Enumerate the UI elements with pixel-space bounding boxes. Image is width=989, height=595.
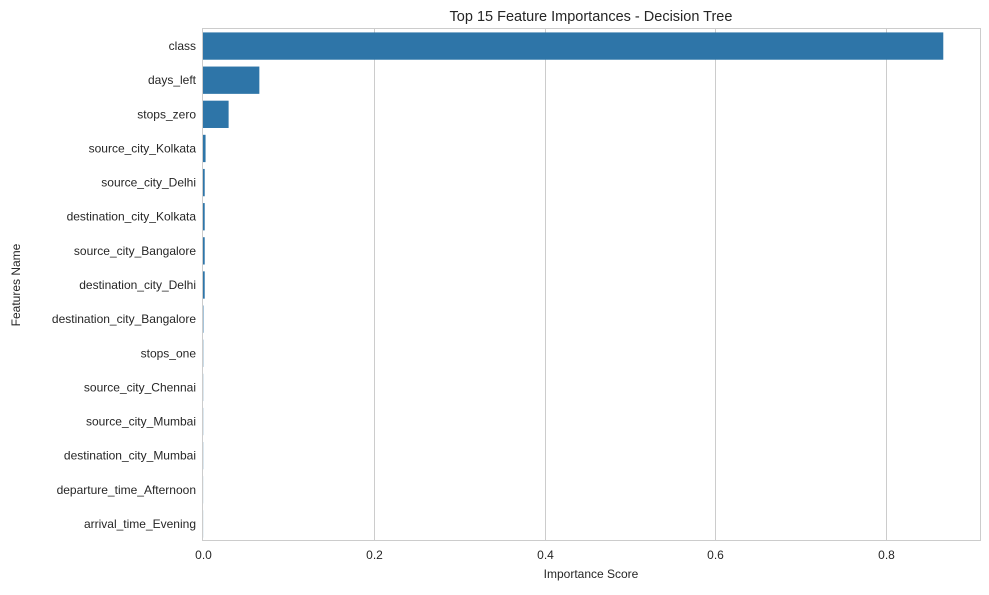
grid-lines — [375, 29, 887, 541]
x-tick-labels: 0.0 0.2 0.4 0.6 0.8 — [195, 548, 895, 562]
y-tick-label: source_city_Chennai — [84, 380, 196, 394]
y-tick-labels: class days_left stops_zero source_city_Kolk… — [52, 39, 197, 531]
y-tick-label: stops_one — [141, 346, 197, 360]
bars — [203, 32, 943, 537]
x-tick-label: 0.0 — [195, 548, 212, 562]
y-tick-label: stops_zero — [137, 107, 196, 121]
bar — [203, 67, 259, 94]
bar — [203, 169, 205, 196]
x-tick-label: 0.4 — [537, 548, 554, 562]
bar — [203, 101, 229, 128]
x-tick-label: 0.6 — [707, 548, 724, 562]
bar — [203, 203, 205, 230]
y-axis-label: Features Name — [9, 243, 23, 326]
x-axis-label: Importance Score — [544, 567, 639, 581]
chart-title: Top 15 Feature Importances - Decision Tr… — [450, 9, 733, 25]
bar — [203, 32, 943, 59]
y-tick-label: destination_city_Kolkata — [67, 210, 197, 224]
y-tick-label: days_left — [148, 73, 197, 87]
y-tick-label: class — [169, 39, 196, 53]
y-tick-label: source_city_Bangalore — [74, 244, 196, 258]
x-tick-label: 0.8 — [878, 548, 895, 562]
y-tick-label: destination_city_Delhi — [79, 278, 196, 292]
bar — [203, 237, 205, 264]
y-tick-label: source_city_Mumbai — [86, 415, 196, 429]
y-tick-label: arrival_time_Evening — [84, 517, 196, 531]
x-tick-label: 0.2 — [366, 548, 383, 562]
y-tick-label: destination_city_Mumbai — [64, 449, 196, 463]
bar — [203, 135, 206, 162]
y-tick-label: source_city_Kolkata — [89, 141, 197, 155]
y-tick-label: departure_time_Afternoon — [57, 483, 196, 497]
plot-frame — [203, 29, 981, 541]
y-tick-label: destination_city_Bangalore — [52, 312, 196, 326]
y-tick-label: source_city_Delhi — [101, 176, 196, 190]
bar — [203, 271, 205, 298]
